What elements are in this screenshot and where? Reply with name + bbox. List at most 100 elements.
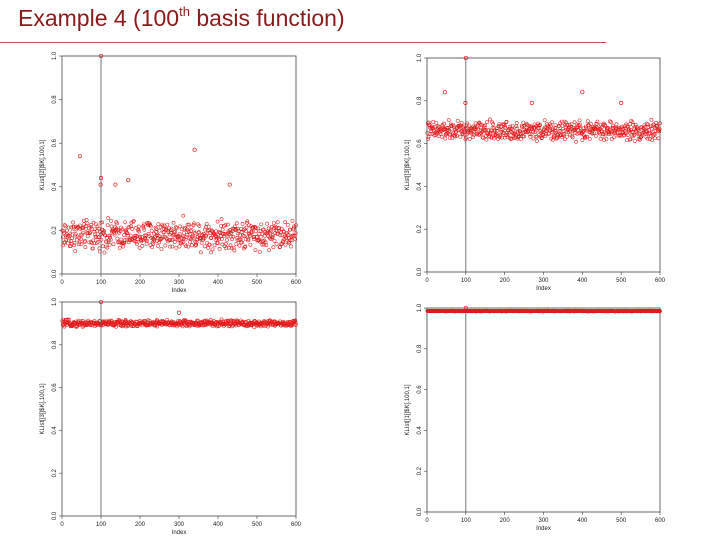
data-point (491, 122, 495, 126)
x-axis-label: Index (172, 530, 187, 536)
data-point (189, 243, 194, 248)
data-point (114, 226, 119, 231)
data-point (625, 124, 630, 129)
y-tick-label: 0.0 (417, 267, 423, 276)
data-point (636, 127, 641, 132)
data-point (514, 124, 519, 129)
data-point (653, 136, 657, 141)
data-point (244, 220, 249, 225)
data-point (168, 230, 173, 235)
data-point (220, 227, 225, 232)
data-point (179, 227, 184, 232)
data-point (173, 229, 177, 234)
data-point (100, 220, 105, 225)
data-point (652, 131, 657, 136)
data-point (582, 129, 586, 133)
data-point (276, 228, 281, 233)
data-point (627, 127, 631, 131)
data-point (291, 233, 295, 238)
data-point (150, 245, 154, 250)
data-point (294, 323, 298, 327)
data-point (202, 244, 207, 249)
y-tick-label: 0.0 (52, 269, 58, 278)
data-point (535, 139, 539, 143)
data-point (271, 245, 276, 250)
data-point (142, 233, 147, 238)
data-point (210, 322, 215, 327)
data-point (68, 232, 73, 237)
data-point (504, 119, 509, 124)
data-point (553, 123, 558, 127)
scatter-panel-top-left: 0 100 200 300 400 500 600 0.0 0.2 0.4 0.6 0.8 1.0 Ind… (20, 48, 310, 298)
data-point (147, 221, 151, 226)
x-tick-label: 400 (213, 280, 224, 286)
data-point (86, 231, 91, 236)
data-point (168, 244, 172, 249)
data-point (480, 135, 485, 140)
data-point (214, 234, 219, 239)
data-point (645, 136, 650, 141)
data-point (174, 245, 179, 250)
data-point (443, 136, 448, 141)
data-point (622, 133, 626, 138)
data-point (243, 245, 247, 249)
data-point (163, 243, 168, 248)
data-point (442, 121, 446, 126)
data-point (112, 322, 117, 327)
data-point (608, 131, 613, 136)
data-point (447, 128, 452, 133)
x-tick-label: 600 (655, 278, 666, 284)
data-point (140, 244, 145, 248)
data-point (611, 135, 616, 140)
data-point (199, 240, 204, 245)
data-point (622, 131, 627, 136)
data-point (234, 242, 239, 247)
data-point (483, 123, 488, 128)
data-point (600, 134, 605, 139)
y-tick-label: 0.6 (417, 385, 423, 394)
data-point (616, 128, 621, 132)
data-point (165, 222, 170, 227)
data-point (225, 320, 230, 325)
data-point (504, 120, 509, 124)
data-point (502, 122, 507, 127)
data-point (436, 134, 441, 138)
data-point (236, 226, 240, 231)
data-point (230, 324, 234, 329)
data-point (83, 245, 88, 250)
data-point (181, 213, 186, 218)
data-point (161, 230, 166, 235)
data-point (650, 138, 655, 142)
data-point (538, 123, 542, 127)
data-point (167, 226, 172, 231)
data-point (164, 228, 169, 232)
data-point (266, 230, 271, 235)
x-tick-label: 600 (291, 522, 302, 528)
data-point (625, 133, 630, 137)
data-point (184, 227, 189, 232)
data-point (515, 129, 520, 134)
data-point (155, 324, 160, 329)
x-tick-label: 0 (425, 518, 429, 524)
x-tick-label: 300 (174, 522, 185, 528)
data-point (170, 244, 175, 249)
x-tick-label: 100 (96, 522, 107, 528)
data-point (549, 123, 553, 128)
data-point (434, 130, 439, 135)
x-tick-label: 0 (425, 278, 429, 284)
data-point (145, 238, 149, 243)
data-point (190, 234, 195, 239)
data-point (653, 131, 658, 136)
data-point (635, 131, 640, 136)
data-point (283, 242, 288, 247)
data-point (147, 234, 152, 238)
data-point (91, 220, 96, 225)
data-point (591, 126, 596, 131)
x-tick-label: 500 (252, 522, 263, 528)
data-point (511, 128, 516, 132)
data-point (138, 234, 142, 239)
x-tick-label: 0 (60, 280, 64, 286)
data-point (587, 137, 592, 141)
data-point (186, 222, 191, 227)
data-point (474, 125, 479, 130)
